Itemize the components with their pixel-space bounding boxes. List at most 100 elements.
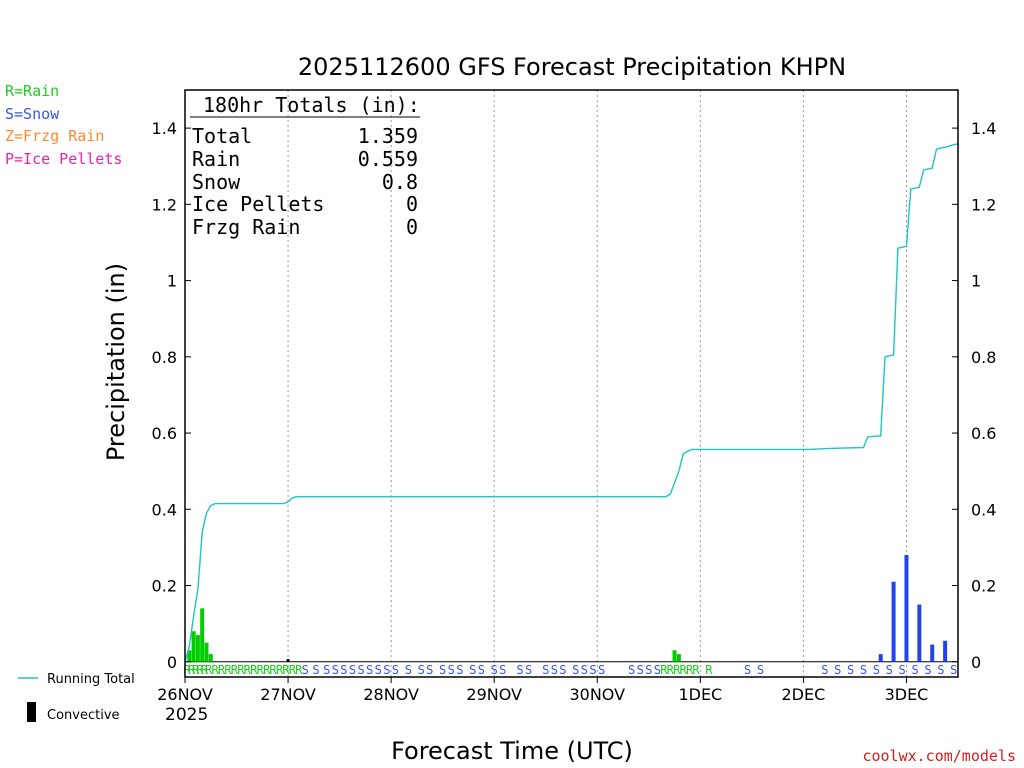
y-tick-label-left: 1 (167, 272, 177, 291)
snow-bar (891, 581, 896, 662)
credit-label: coolwx.com/models (862, 747, 1016, 765)
bottom-legend: Running Total Convective (18, 672, 135, 723)
precip-type-code: R (282, 663, 290, 677)
y-tick-label-left: 1.4 (152, 119, 177, 138)
totals-label-snow: Snow (192, 170, 241, 194)
precip-type-code: R (673, 663, 681, 677)
rain-bar (191, 631, 196, 662)
precip-type-code: S (349, 663, 356, 677)
precip-type-code: R (257, 663, 265, 677)
precip-type-code: R (205, 663, 213, 677)
snow-bar (930, 644, 935, 662)
precip-type-code: S (383, 663, 390, 677)
precip-type-code: S (637, 663, 644, 677)
precip-type-code: S (645, 663, 652, 677)
snow-bar (943, 640, 948, 662)
precip-type-code: R (250, 663, 258, 677)
y-tick-label-left: 0.2 (152, 577, 177, 596)
y-tick-label-right: 1.2 (971, 195, 996, 214)
running-total-series (184, 143, 959, 662)
rain-bar (676, 654, 681, 662)
precip-type-code: S (392, 663, 399, 677)
rain-bar (204, 642, 209, 662)
totals-value-frzg-rain: 0 (406, 215, 418, 239)
x-tick-label: 29NOV (466, 685, 522, 704)
precip-type-code: S (834, 663, 841, 677)
precip-type-code: S (323, 663, 330, 677)
precip-type-code: S (937, 663, 944, 677)
gridlines (185, 90, 958, 677)
precip-type-code: S (757, 663, 764, 677)
year-label: 2025 (165, 705, 208, 725)
precip-type-code: S (744, 663, 751, 677)
precip-type-code: S (654, 663, 661, 677)
snow-bar (917, 604, 922, 662)
rain-bar (208, 654, 213, 662)
precip-type-code: S (357, 663, 364, 677)
precip-type-code: R (705, 663, 713, 677)
precip-type-code: S (899, 663, 906, 677)
x-tick-label: 3DEC (885, 685, 929, 704)
totals-value-rain: 0.559 (358, 147, 418, 171)
running-total-legend-label: Running Total (47, 672, 135, 687)
y-tick-label-right: 0.6 (971, 424, 996, 443)
precip-type-code: S (628, 663, 635, 677)
legend-frzg-rain: Z=Frzg Rain (5, 127, 104, 145)
precip-type-code: S (456, 663, 463, 677)
precip-type-code: R (201, 663, 209, 677)
precip-type-code: R (244, 663, 252, 677)
precip-type-code: S (886, 663, 893, 677)
running-total-line (184, 143, 959, 662)
precip-type-code: S (405, 663, 412, 677)
precip-type-code: R (289, 663, 297, 677)
precip-type-code: S (499, 663, 506, 677)
y-tick-label-left: 0.6 (152, 424, 177, 443)
legend-rain: R=Rain (5, 82, 59, 100)
precip-type-code: S (439, 663, 446, 677)
totals-label-rain: Rain (192, 147, 240, 171)
precip-type-code: S (340, 663, 347, 677)
plot-frame (184, 89, 959, 678)
legend-ice-pellets: P=Ice Pellets (5, 150, 122, 168)
chart-title: 2025112600 GFS Forecast Precipitation KH… (298, 53, 846, 81)
totals-header: 180hr Totals (in): (203, 93, 420, 117)
convective-bar (286, 659, 290, 662)
precip-type-code: R (686, 663, 694, 677)
precip-type-code: S (589, 663, 596, 677)
precip-type-code: S (860, 663, 867, 677)
precip-type-code: S (418, 663, 425, 677)
x-tick-label: 27NOV (260, 685, 316, 704)
rain-bar (195, 635, 200, 662)
precip-type-code: S (847, 663, 854, 677)
precip-type-code: R (237, 663, 245, 677)
y-axis-label: Precipitation (in) (102, 263, 130, 461)
precip-type-code: R (660, 663, 668, 677)
precip-type-code: S (516, 663, 523, 677)
totals-label-total: Total (192, 124, 252, 148)
precip-type-code: R (224, 663, 232, 677)
precip-type-code: R (196, 663, 204, 677)
precip-type-code: S (551, 663, 558, 677)
snow-bar (904, 555, 909, 662)
precip-type-code: R (680, 663, 688, 677)
precip-type-code: S (821, 663, 828, 677)
precip-type-code: R (667, 663, 675, 677)
precip-type-code: R (295, 663, 303, 677)
precip-type-code: S (469, 663, 476, 677)
precip-type-code: R (192, 663, 200, 677)
precip-type-code: R (188, 663, 196, 677)
precip-type-code: R (263, 663, 271, 677)
precip-type-code: S (525, 663, 532, 677)
totals-label-ice-pellets: Ice Pellets (192, 192, 324, 216)
precip-type-code: S (873, 663, 880, 677)
convective-legend-swatch (27, 702, 36, 722)
precip-type-code: R (276, 663, 284, 677)
precip-type-code: R (692, 663, 700, 677)
legend-snow: S=Snow (5, 105, 60, 123)
precip-type-code: S (302, 663, 309, 677)
precip-type-code: R (231, 663, 239, 677)
totals-label-frzg-rain: Frzg Rain (192, 215, 300, 239)
x-tick-label: 1DEC (678, 685, 722, 704)
y-tick-label-right: 1 (971, 272, 981, 291)
precip-type-code: S (366, 663, 373, 677)
